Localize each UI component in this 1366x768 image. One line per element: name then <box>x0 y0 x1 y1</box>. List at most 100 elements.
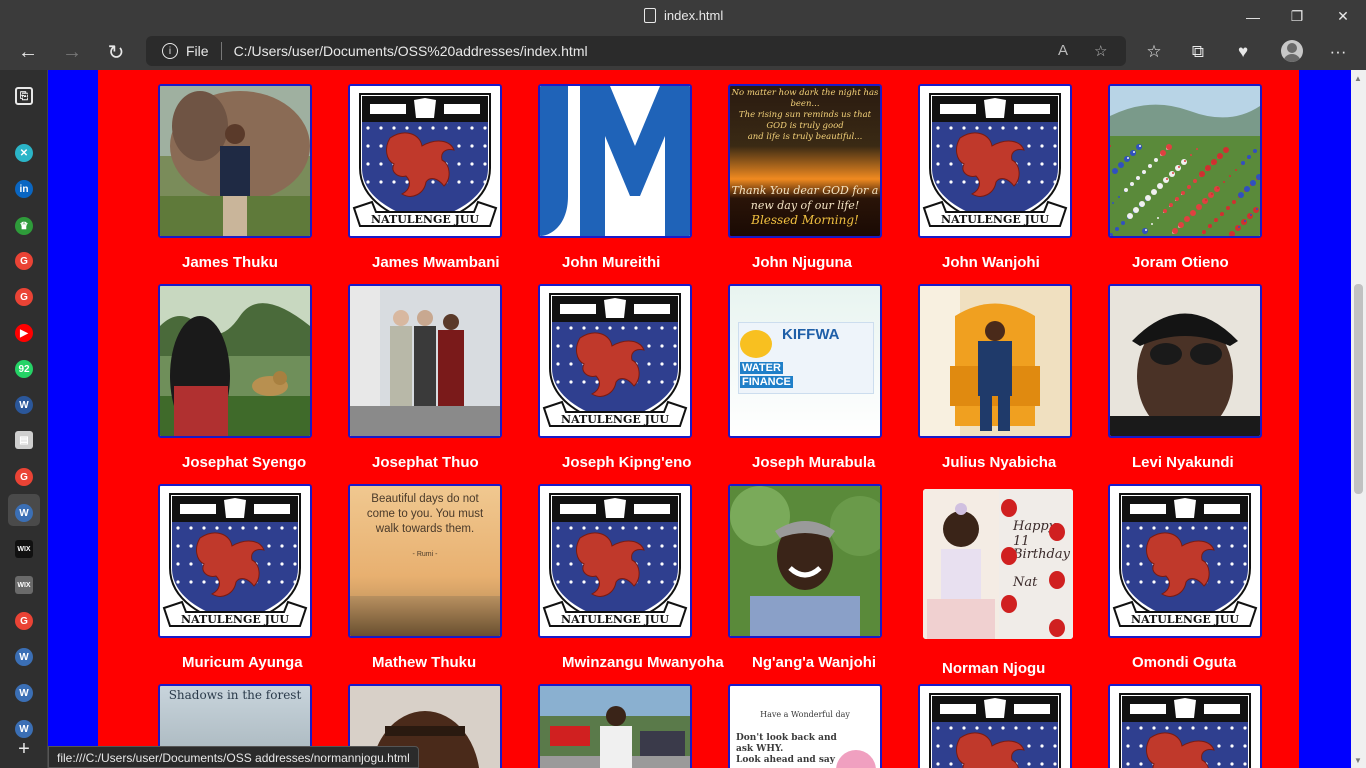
sidebar-google-icon[interactable]: G <box>15 252 33 270</box>
sidebar-page-icon[interactable]: ▤ <box>15 431 33 449</box>
armchair-photo-icon[interactable] <box>918 284 1072 438</box>
sidebar-google-icon[interactable]: G <box>15 468 33 486</box>
jm-logo-icon[interactable] <box>538 84 692 238</box>
birthday-photo-icon[interactable]: Happy 11 Birthday Nat <box>923 489 1073 639</box>
person-name[interactable]: Josephat Thuo <box>372 454 479 471</box>
quote-line: Thank You dear GOD for a <box>731 184 879 197</box>
close-button[interactable]: ✕ <box>1337 8 1349 24</box>
scroll-up-icon[interactable]: ▲ <box>1354 74 1362 83</box>
person-name[interactable]: Norman Njogu <box>942 660 1046 677</box>
quote-line: No matter how dark the night has been... <box>731 88 879 109</box>
card-heading: Have a Wonderful day <box>760 710 850 719</box>
school-crest-icon[interactable]: NATULENGE JUU <box>918 684 1072 768</box>
quote-line: GOD is truly good <box>766 121 844 131</box>
people-grid: James Thuku NATULENGE JUU James Mwambani… <box>98 70 1299 768</box>
person-name[interactable]: Joram Otieno <box>1132 254 1229 271</box>
svg-text:NATULENGE JUU: NATULENGE JUU <box>561 613 669 626</box>
school-crest-icon[interactable]: NATULENGE JUU <box>538 484 692 638</box>
lioness-photo-icon[interactable] <box>158 284 312 438</box>
school-crest-icon[interactable]: NATULENGE JUU <box>918 84 1072 238</box>
smiling-man-icon[interactable] <box>728 484 882 638</box>
person-name[interactable]: Joseph Kipng'eno <box>562 454 692 471</box>
street-photo-icon[interactable] <box>538 684 692 768</box>
sidebar-wordpress-icon[interactable]: W <box>15 684 33 702</box>
title-bar: index.html — ❐ ✕ <box>0 0 1366 33</box>
collections-icon[interactable]: ⧉ <box>1191 42 1205 61</box>
sidebar-tabs-icon[interactable]: ⎘ <box>15 87 33 105</box>
person-name[interactable]: James Mwambani <box>372 254 500 271</box>
vertical-scrollbar[interactable]: ▲ ▼ <box>1351 70 1366 768</box>
quote-line: Beautiful days do not <box>371 493 479 505</box>
tab-title[interactable]: index.html <box>644 8 723 23</box>
sidebar-app-icon[interactable]: ♛ <box>15 217 33 235</box>
person-name[interactable]: James Thuku <box>182 254 278 271</box>
minimize-button[interactable]: — <box>1246 8 1260 25</box>
school-crest-icon[interactable]: NATULENGE JUU <box>1108 684 1262 768</box>
good-morning-card-icon[interactable]: Have a Wonderful day Don't look back and… <box>728 684 882 768</box>
person-name[interactable]: Muricum Ayunga <box>182 654 303 671</box>
address-bar[interactable]: i File C:/Users/user/Documents/OSS%20add… <box>146 36 1126 66</box>
url-text[interactable]: C:/Users/user/Documents/OSS%20addresses/… <box>233 43 588 59</box>
cake-text: Happy 11 <box>1013 519 1057 549</box>
add-favorite-icon[interactable]: ☆ <box>1094 43 1108 60</box>
page-viewport: James Thuku NATULENGE JUU James Mwambani… <box>48 70 1351 768</box>
person-name[interactable]: Levi Nyakundi <box>1132 454 1234 471</box>
cake-text: Nat <box>1013 575 1038 590</box>
sidebar-add-button[interactable]: + <box>18 737 30 760</box>
flower-field-icon[interactable] <box>1108 84 1262 238</box>
person-name[interactable]: Mathew Thuku <box>372 654 477 671</box>
cake-text: Birthday <box>1013 547 1070 562</box>
school-crest-icon[interactable]: NATULENGE JUU <box>1108 484 1262 638</box>
sidebar-google-icon[interactable]: G <box>15 612 33 630</box>
sidebar-wix-icon[interactable]: WIX <box>15 540 33 558</box>
school-crest-icon[interactable]: NATULENGE JUU <box>348 84 502 238</box>
read-aloud-icon[interactable]: A <box>1058 42 1069 59</box>
sidebar-youtube-icon[interactable]: ▶ <box>15 324 33 342</box>
person-name[interactable]: John Njuguna <box>752 254 852 271</box>
kiffwa-line2: FINANCE <box>740 376 793 388</box>
info-icon[interactable]: i <box>162 43 178 59</box>
health-icon[interactable]: ♥ <box>1237 42 1249 61</box>
person-name[interactable]: Joseph Murabula <box>752 454 876 471</box>
person-name[interactable]: Omondi Oguta <box>1132 654 1237 671</box>
quote-line: new day of our life! <box>750 199 860 212</box>
safari-photo-icon[interactable] <box>158 84 312 238</box>
scroll-thumb[interactable] <box>1354 284 1363 494</box>
refresh-button[interactable]: ↻ <box>107 41 125 64</box>
sidebar-whatsapp-icon[interactable]: 92 <box>15 360 33 378</box>
kiffwa-logo-icon[interactable]: KIFFWA WATER FINANCE <box>728 284 882 438</box>
school-crest-icon[interactable]: NATULENGE JUU <box>158 484 312 638</box>
favorites-icon[interactable]: ☆ <box>1146 42 1162 61</box>
person-name[interactable]: Mwinzangu Mwanyoha <box>562 654 724 671</box>
portrait-cap-icon[interactable] <box>1108 284 1262 438</box>
card-line: ask WHY. <box>736 744 784 754</box>
sidebar-google-icon[interactable]: G <box>15 288 33 306</box>
sidebar-wordpress-icon[interactable]: W <box>15 648 33 666</box>
sunrise-quote-icon[interactable]: No matter how dark the night has been...… <box>728 84 882 238</box>
person-name[interactable]: Julius Nyabicha <box>942 454 1057 471</box>
scroll-down-icon[interactable]: ▼ <box>1354 756 1362 765</box>
person-name[interactable]: Josephat Syengo <box>182 454 307 471</box>
sidebar-linkedin-icon[interactable]: in <box>15 180 33 198</box>
quote-line: walk towards them. <box>375 523 475 535</box>
person-name[interactable]: Ng'ang'a Wanjohi <box>752 654 877 671</box>
sidebar-x-icon[interactable]: ✕ <box>15 144 33 162</box>
quote-card-icon[interactable]: Beautiful days do not come to you. You mu… <box>348 484 502 638</box>
person-name[interactable]: John Mureithi <box>562 254 661 271</box>
sidebar-wordpress-icon[interactable]: W <box>15 720 33 738</box>
forward-button[interactable]: → <box>62 40 82 63</box>
quote-line: Blessed Morning! <box>751 213 859 227</box>
sidebar-wordpress-icon[interactable]: W <box>15 504 33 522</box>
document-icon <box>644 8 656 23</box>
sidebar-wix-icon[interactable]: WIX <box>15 576 33 594</box>
group-photo-icon[interactable] <box>348 284 502 438</box>
profile-avatar[interactable] <box>1281 40 1303 62</box>
more-menu-icon[interactable]: ··· <box>1329 42 1347 61</box>
person-name[interactable]: John Wanjohi <box>942 254 1040 271</box>
back-button[interactable]: ← <box>18 40 38 63</box>
school-crest-icon[interactable]: NATULENGE JUU <box>538 284 692 438</box>
maximize-button[interactable]: ❐ <box>1290 8 1304 24</box>
sidebar-word-icon[interactable]: W <box>15 396 33 414</box>
svg-text:NATULENGE JUU: NATULENGE JUU <box>941 213 1049 226</box>
svg-text:NATULENGE JUU: NATULENGE JUU <box>371 213 479 226</box>
